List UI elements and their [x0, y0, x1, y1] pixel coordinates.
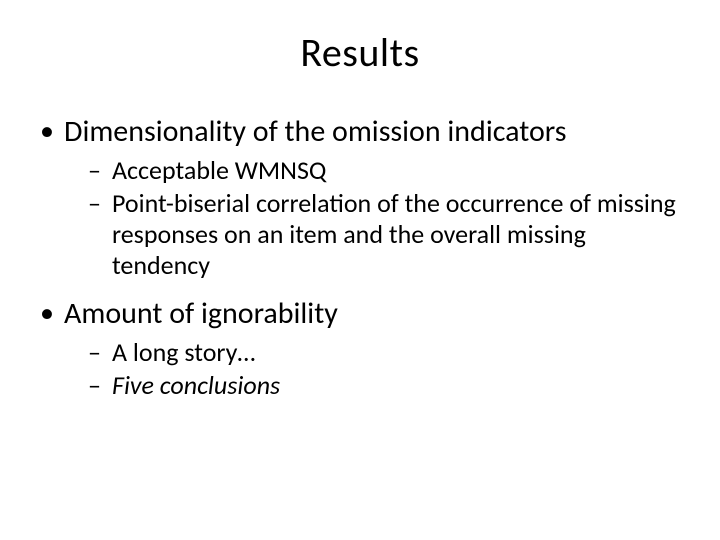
bullet-text: Amount of ignorability: [64, 295, 338, 332]
bullet-level1: Dimensionality of the omission indicator…: [36, 113, 684, 281]
bullet-list: Dimensionality of the omission indicator…: [36, 113, 684, 401]
bullet-text: Acceptable WMNSQ: [112, 154, 326, 186]
bullet-level2: A long story…: [64, 337, 684, 368]
bullet-text-italic: Five conclusions: [112, 369, 280, 401]
sub-bullet-list: Acceptable WMNSQ Point-biserial correlat…: [64, 155, 684, 282]
bullet-text: Dimensionality of the omission indicator…: [64, 113, 567, 150]
sub-bullet-list: A long story… Five conclusions: [64, 337, 684, 401]
bullet-level1: Amount of ignorability A long story… Fiv…: [36, 295, 684, 401]
slide: Results Dimensionality of the omission i…: [0, 0, 720, 540]
bullet-level2: Acceptable WMNSQ: [64, 155, 684, 186]
bullet-level2: Point-biserial correlation of the occurr…: [64, 188, 684, 282]
slide-title: Results: [36, 28, 684, 77]
bullet-level2: Five conclusions: [64, 370, 684, 401]
bullet-text: Point-biserial correlation of the occurr…: [112, 187, 676, 281]
bullet-text: A long story…: [112, 336, 255, 368]
